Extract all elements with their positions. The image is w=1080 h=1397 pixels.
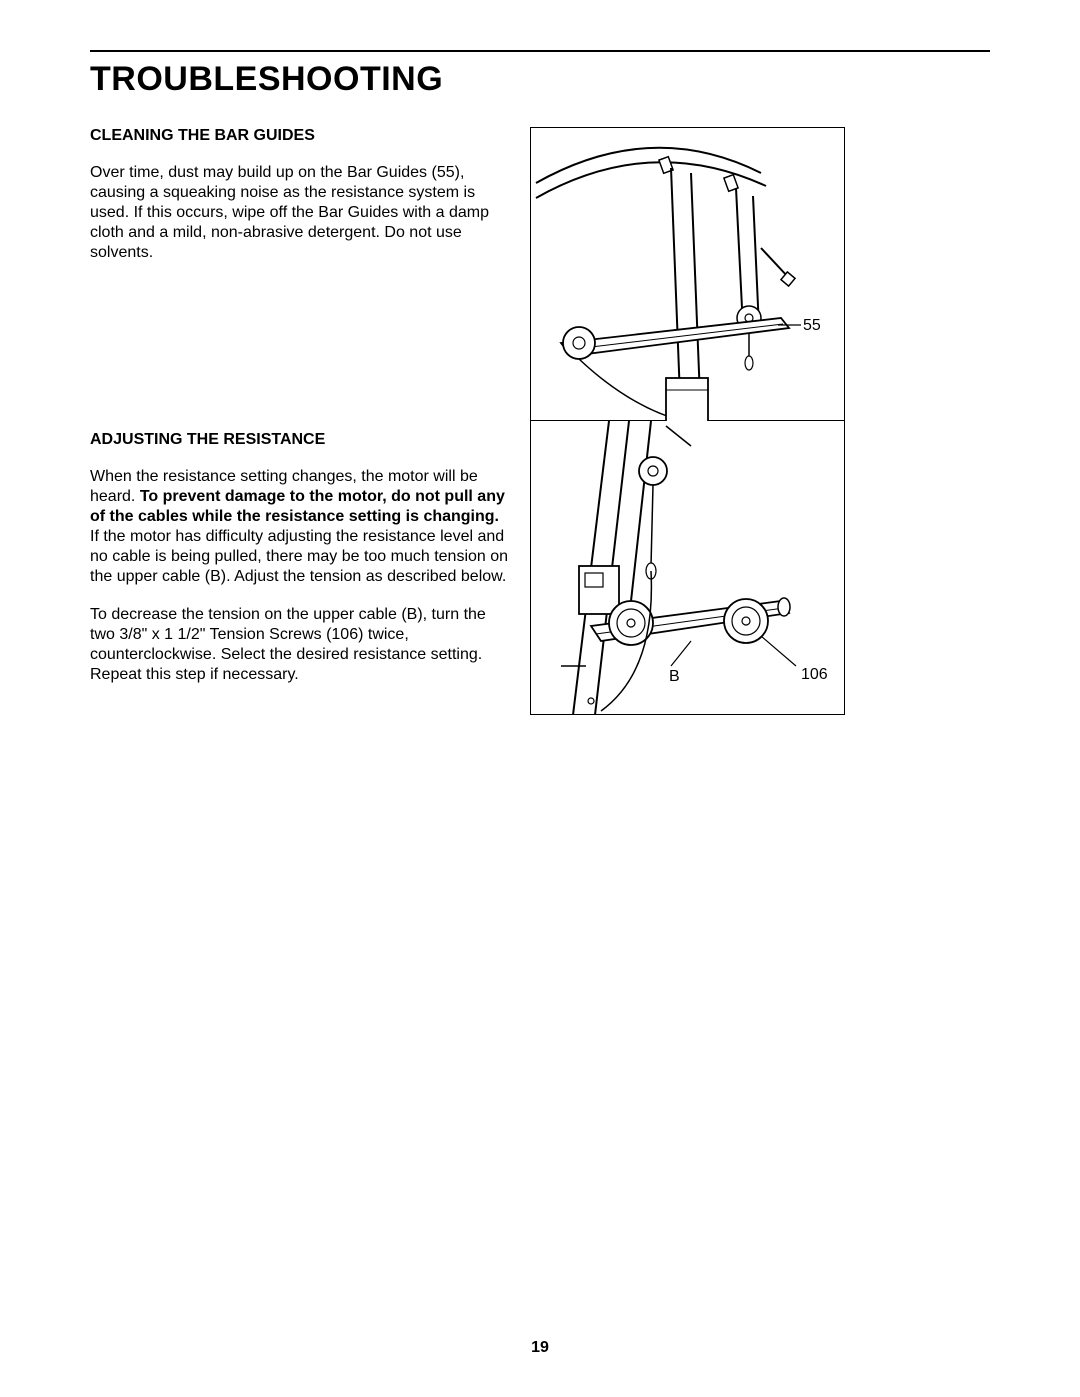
heading-resistance: ADJUSTING THE RESISTANCE bbox=[90, 431, 510, 449]
para-resistance-1: When the resistance setting changes, the… bbox=[90, 467, 510, 587]
figure-bottom: B 106 bbox=[530, 421, 845, 715]
para-cleaning: Over time, dust may build up on the Bar … bbox=[90, 163, 510, 263]
top-rule bbox=[90, 50, 990, 52]
figure-top-label-55: 55 bbox=[803, 317, 821, 334]
para-resistance-2: To decrease the tension on the upper cab… bbox=[90, 605, 510, 685]
left-column: CLEANING THE BAR GUIDES Over time, dust … bbox=[90, 127, 510, 715]
page-title: TROUBLESHOOTING bbox=[90, 60, 990, 99]
heading-cleaning: CLEANING THE BAR GUIDES bbox=[90, 127, 510, 145]
figure-bottom-label-B: B bbox=[669, 668, 680, 685]
para-resistance-1b: If the motor has difficulty adjusting th… bbox=[90, 528, 508, 585]
figure-bottom-label-106: 106 bbox=[801, 666, 828, 683]
figure-top: 55 bbox=[530, 127, 845, 421]
page-number: 19 bbox=[0, 1339, 1080, 1357]
right-column: 55 bbox=[530, 127, 970, 715]
para-resistance-1-bold: To prevent damage to the motor, do not p… bbox=[90, 488, 505, 525]
